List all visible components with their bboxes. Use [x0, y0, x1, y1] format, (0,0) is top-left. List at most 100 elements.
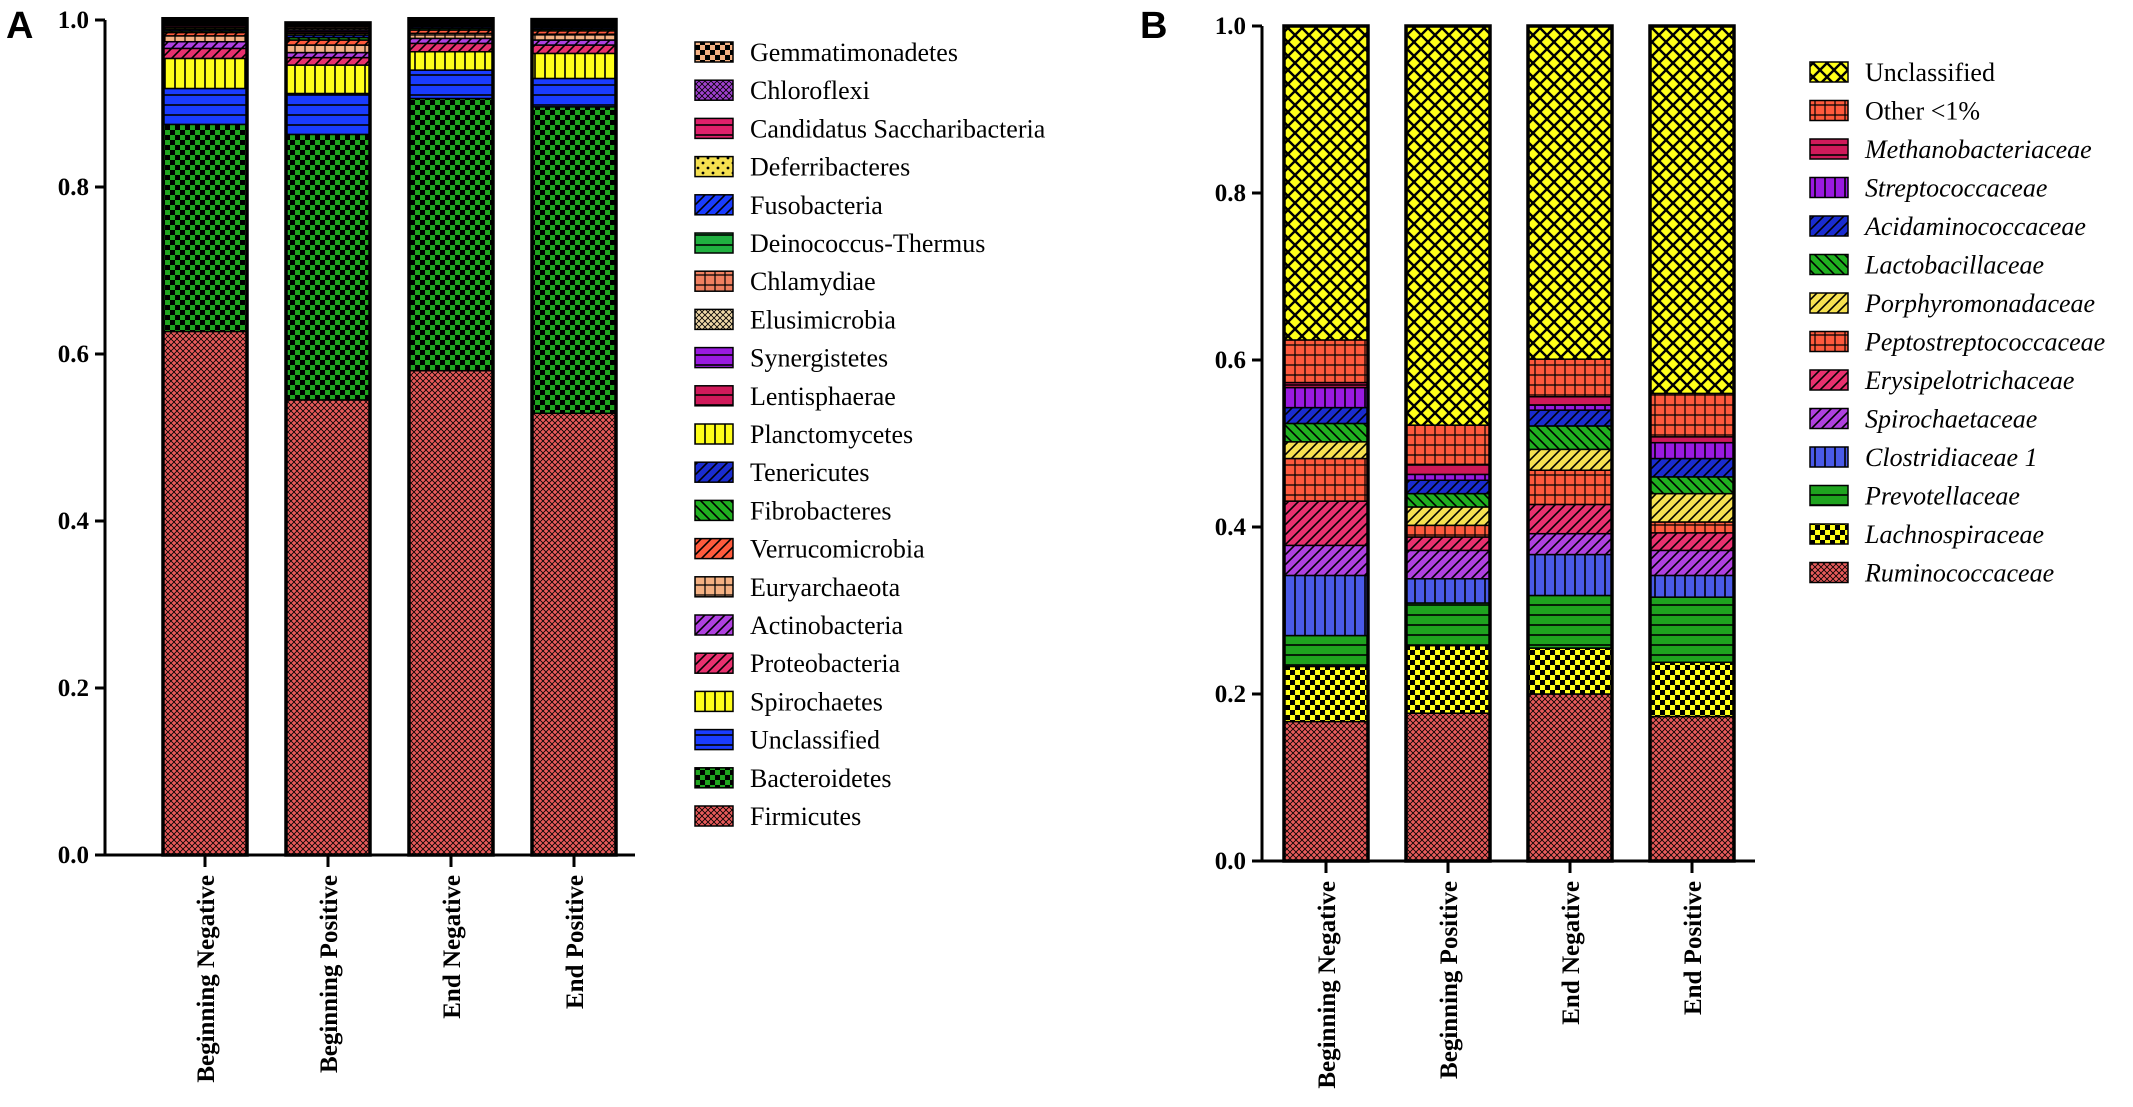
legend-label: Spirochaetes	[750, 687, 883, 716]
bar-segment-other-1	[1649, 392, 1735, 438]
bar-segment-unclassified	[162, 87, 248, 126]
y-tick-label: 0.6	[58, 341, 89, 368]
bar-segment-proteobacteria	[162, 47, 248, 60]
legend-label: Elusimicrobia	[750, 305, 896, 334]
legend-item-euryarchaeota: Euryarchaeota	[694, 573, 901, 602]
bar-segment-proteobacteria	[408, 42, 494, 53]
bar-segment-lachnospiraceae	[1283, 665, 1369, 723]
y-tick-label: 0.2	[58, 675, 89, 702]
bar-segment-acidaminococcaceae	[1283, 406, 1369, 425]
legend-swatch	[694, 614, 734, 636]
legend-swatch	[694, 805, 734, 827]
bar-segment-lactobacillaceae	[1283, 422, 1369, 443]
bar-segment-prevotellaceae	[1527, 594, 1613, 649]
chart-b: 0.0 0.2 0.4 0.6 0.8 1.0 Beginning Negative Begi…	[1215, 13, 2105, 1089]
x-category-label: Beginning Negative	[193, 875, 220, 1083]
legend-label: Planctomycetes	[750, 420, 913, 449]
bar-segment-acidaminococcaceae	[1405, 479, 1491, 495]
bar-segment-lactobacillaceae	[1405, 492, 1491, 508]
legend-item-lachnospiraceae: Lachnospiraceae	[1809, 520, 2044, 549]
legend-label: Candidatus Saccharibacteria	[750, 114, 1046, 143]
bar-segment-lachnospiraceae	[1649, 661, 1735, 718]
legend-swatch	[1809, 446, 1849, 468]
bar-segment-prevotellaceae	[1649, 596, 1735, 664]
bar-segment-lachnospiraceae	[1527, 647, 1613, 695]
legend-item-tenericutes: Tenericutes	[694, 458, 869, 487]
bar-segment-bacteroidetes	[162, 123, 248, 333]
legend-item-firmicutes: Firmicutes	[694, 802, 861, 831]
legend-swatch	[1809, 138, 1849, 160]
bar-segment-porphyromonadaceae	[1283, 441, 1369, 460]
bar-segment-proteobacteria	[531, 44, 617, 55]
bar-segment-methanobacteriaceae	[1649, 436, 1735, 444]
legend-swatch	[694, 308, 734, 331]
legend-item-unclassified: Unclassified	[694, 726, 880, 755]
legend-swatch	[694, 270, 734, 292]
bar-segment-unclassified	[1283, 25, 1369, 341]
legend-item-lentisphaerae: Lentisphaerae	[694, 382, 896, 411]
legend-swatch	[694, 537, 734, 560]
y-tick-label: 0.4	[1215, 514, 1247, 541]
bar-segment-actinobacteria	[408, 37, 494, 45]
legend-item-ruminococcaceae: Ruminococcaceae	[1809, 559, 2054, 588]
bar-segment-streptococcaceae	[1527, 404, 1613, 411]
bar-segment-actinobacteria	[162, 40, 248, 50]
bar-segment-peptostreptococcaceae	[1405, 524, 1491, 538]
bar-segment-unclassified	[285, 92, 371, 136]
y-tick-label: 1.0	[1215, 13, 1246, 40]
legend-label: Proteobacteria	[750, 649, 901, 678]
legend-label: Lactobacillaceae	[1864, 251, 2044, 280]
legend-swatch	[1809, 215, 1849, 237]
bar-segment-lachnospiraceae	[1405, 644, 1491, 714]
legend-swatch	[694, 690, 734, 713]
legend-swatch	[1809, 330, 1849, 353]
legend-item-methanobacteriaceae: Methanobacteriaceae	[1809, 135, 2092, 164]
bar-segment-methanobacteriaceae	[1527, 395, 1613, 406]
legend-swatch	[694, 41, 734, 63]
legend-swatch	[694, 346, 734, 369]
bar-segment-erysipelotrichaceae	[1527, 503, 1613, 535]
legend-item-chloroflexi: Chloroflexi	[694, 76, 870, 105]
bar-segment-actinobacteria	[285, 51, 371, 59]
bar-segment-streptococcaceae	[1283, 386, 1369, 409]
legend-label: Actinobacteria	[750, 611, 903, 640]
bar-segment-acidaminococcaceae	[1527, 409, 1613, 427]
bar-segment-clostridiaceae-1	[1405, 578, 1491, 604]
bar-segment-prevotellaceae	[1405, 602, 1491, 647]
legend-item-candidatus-saccharibacteria: Candidatus Saccharibacteria	[694, 114, 1046, 143]
bar-segment-firmicutes	[408, 369, 494, 856]
bar-segment-spirochaetes	[285, 64, 371, 95]
legend-label: Gemmatimonadetes	[750, 38, 958, 67]
legend-label: Other <1%	[1865, 97, 1980, 126]
legend-swatch	[694, 423, 734, 445]
bar-segment-euryarchaeota	[162, 35, 248, 43]
legend-item-verrucomicrobia: Verrucomicrobia	[694, 535, 925, 564]
bar-segment-peptostreptococcaceae	[1649, 521, 1735, 534]
bar-segment-ruminococcaceae	[1283, 720, 1369, 862]
bar-segment-spirochaetaceae	[1527, 532, 1613, 556]
legend-item-erysipelotrichaceae: Erysipelotrichaceae	[1809, 366, 2074, 395]
bar-segment-verrucomicrobia	[285, 39, 371, 46]
legend-label: Methanobacteriaceae	[1864, 135, 2092, 164]
bar-segment-unclassified	[531, 77, 617, 108]
x-category-label: End Positive	[1680, 881, 1707, 1015]
bar-segment-proteobacteria	[285, 56, 371, 66]
bar-segment-bacteroidetes	[408, 97, 494, 372]
legend-swatch	[1809, 561, 1849, 584]
legend-swatch	[1809, 407, 1849, 430]
bar-segment-clostridiaceae-1	[1527, 553, 1613, 597]
bar-segment-methanobacteriaceae	[1283, 381, 1369, 389]
bar-segment-other-1	[1527, 358, 1613, 398]
legend-label: Deinococcus-Thermus	[750, 229, 985, 258]
legend-label: Firmicutes	[750, 802, 861, 831]
bar-segment-unclassified	[1405, 25, 1491, 426]
panel-b-letter: B	[1140, 5, 1167, 47]
bar-segment-euryarchaeota	[285, 44, 371, 54]
legend-swatch	[694, 232, 734, 254]
bar-segment-clostridiaceae-1	[1649, 574, 1735, 598]
legend-item-other-1: Other <1%	[1809, 97, 1980, 126]
y-tick-label: 0.0	[58, 842, 89, 869]
legend-item-fibrobacteres: Fibrobacteres	[694, 496, 892, 525]
bar-segment-porphyromonadaceae	[1649, 492, 1735, 523]
